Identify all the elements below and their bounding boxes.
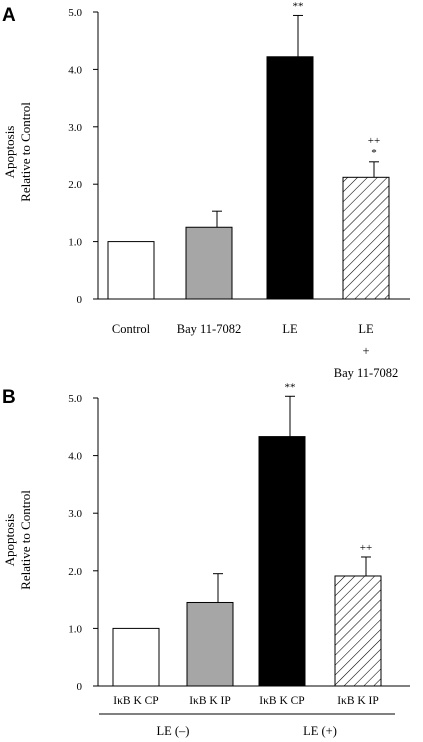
category-label: Control	[112, 322, 151, 336]
significance-label: **	[285, 381, 296, 393]
y-axis-label: Apoptosis	[2, 126, 17, 179]
significance-label: ++	[360, 542, 372, 554]
bar	[185, 226, 233, 300]
y-axis-label: Relative to Control	[18, 102, 33, 202]
y-tick-label: 2.0	[68, 566, 82, 578]
group-label: LE (–)	[157, 724, 190, 738]
category-label: +	[362, 344, 369, 358]
y-tick-label: 5.0	[68, 393, 82, 405]
y-tick-label: 3.0	[68, 508, 82, 520]
bar	[186, 601, 234, 687]
bar	[334, 575, 382, 687]
significance-label: **	[293, 0, 304, 12]
category-label: LE	[282, 322, 298, 336]
bar	[342, 176, 390, 300]
bar	[112, 627, 160, 687]
y-tick-label: 1.0	[68, 623, 82, 635]
category-label: IκB K CP	[113, 695, 158, 707]
y-axis-label: Relative to Control	[18, 490, 33, 590]
y-tick-label: 5.0	[68, 7, 82, 19]
bar	[258, 436, 306, 687]
significance-label: *	[371, 147, 377, 159]
y-tick-label: 2.0	[68, 179, 82, 191]
y-tick-label: 3.0	[68, 122, 82, 134]
category-label: LE	[358, 322, 374, 336]
y-tick-label: 4.0	[68, 451, 82, 463]
bar	[266, 56, 314, 300]
category-label: IκB K CP	[259, 695, 304, 707]
bar	[107, 241, 155, 300]
y-tick-label: 0	[77, 681, 83, 693]
chart-panel-a: A Apoptosis Relative to Control 0 1.0 2.0 3.0 4…	[2, 0, 410, 380]
category-label: Bay 11-7082	[177, 322, 241, 336]
category-label: IκB K IP	[189, 695, 231, 707]
y-tick-label: 0	[77, 294, 83, 306]
category-label: IκB K IP	[337, 695, 379, 707]
group-label: LE (+)	[303, 724, 337, 738]
panel-letter: A	[2, 5, 16, 26]
y-tick-label: 4.0	[68, 64, 82, 76]
chart-panel-b: B Apoptosis Relative to Control 0 1.0 2.0 3.0 4…	[2, 381, 410, 738]
panel-letter: B	[2, 387, 16, 408]
significance-label: ++	[368, 135, 380, 147]
y-tick-label: 1.0	[68, 237, 82, 249]
category-label: Bay 11-7082	[334, 366, 398, 380]
y-axis-label: Apoptosis	[2, 514, 17, 567]
